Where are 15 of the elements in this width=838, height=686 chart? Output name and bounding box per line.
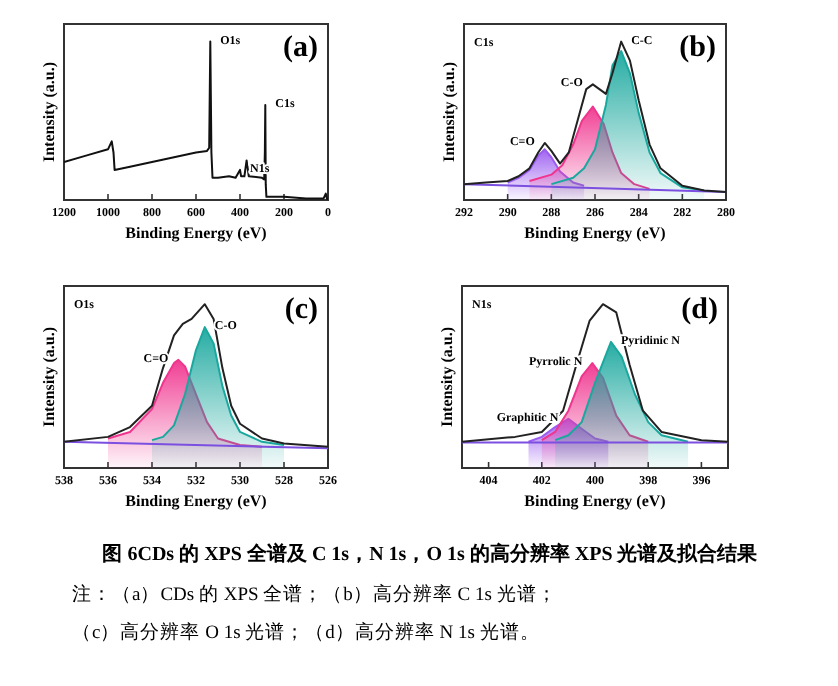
y-axis-title: Intensity (a.u.) bbox=[40, 61, 58, 163]
text: （c）高分辨率 O 1s 光谱；（d）高分辨率 N 1s 光谱。 bbox=[72, 620, 540, 644]
chart-title: (a) bbox=[283, 32, 318, 64]
x-axis-title: Binding Energy (eV) bbox=[125, 224, 268, 242]
y-axis-title: Intensity (a.u.) bbox=[440, 61, 458, 163]
x-axis-title: Binding Energy (eV) bbox=[524, 224, 667, 242]
x-axis-title: Binding Energy (eV) bbox=[125, 492, 268, 510]
chart-title: (c) bbox=[284, 294, 318, 326]
x-axis-title: Binding Energy (eV) bbox=[524, 492, 667, 510]
text: 注：（a）CDs 的 XPS 全谱；（b）高分辨率 C 1s 光谱； bbox=[72, 582, 557, 606]
y-axis-title: Intensity (a.u.) bbox=[40, 326, 58, 428]
y-axis-title: Intensity (a.u.) bbox=[438, 326, 456, 428]
chart-title: (d) bbox=[681, 294, 718, 326]
text: 图 6CDs 的 XPS 全谱及 C 1s，N 1s，O 1s 的高分辨率 XPS 光谱及拟合结果 bbox=[102, 542, 760, 566]
chart-title: (b) bbox=[679, 32, 716, 64]
